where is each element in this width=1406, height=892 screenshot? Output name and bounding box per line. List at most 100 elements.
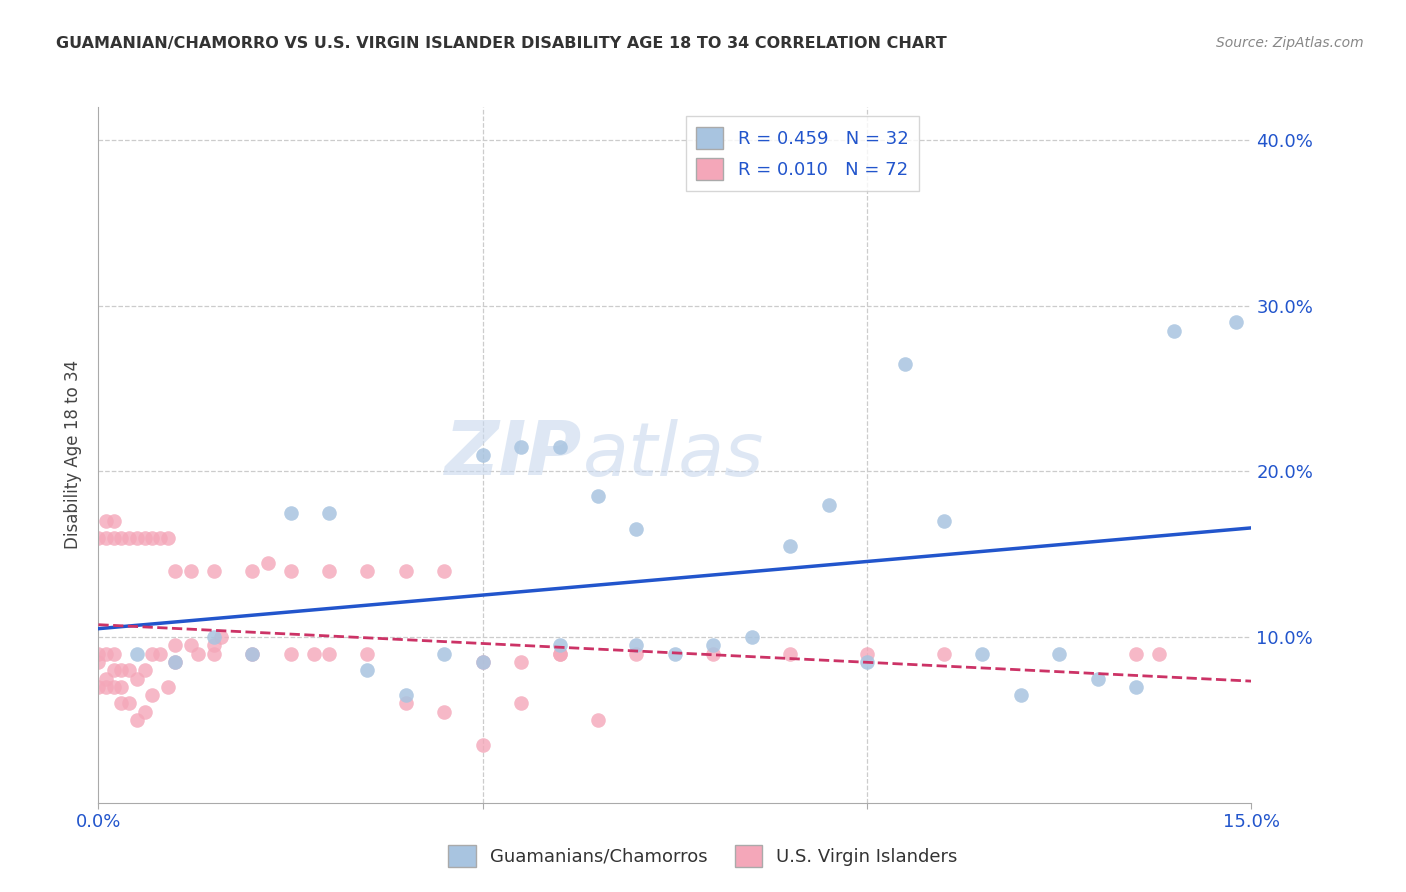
Point	[125, 713, 148, 727]
Point	[548, 639, 571, 653]
Point	[280, 647, 302, 661]
Point	[202, 647, 225, 661]
Point	[118, 531, 141, 545]
Point	[471, 738, 494, 752]
Point	[125, 531, 148, 545]
Point	[149, 531, 172, 545]
Point	[626, 523, 648, 537]
Point	[586, 489, 609, 503]
Point	[103, 680, 125, 694]
Point	[110, 663, 132, 677]
Point	[702, 639, 724, 653]
Point	[118, 663, 141, 677]
Point	[125, 672, 148, 686]
Point	[256, 556, 278, 570]
Point	[779, 539, 801, 553]
Point	[356, 663, 378, 677]
Point	[548, 440, 571, 454]
Point	[94, 531, 117, 545]
Point	[103, 514, 125, 528]
Point	[240, 564, 263, 578]
Legend: Guamanians/Chamorros, U.S. Virgin Islanders: Guamanians/Chamorros, U.S. Virgin Island…	[441, 838, 965, 874]
Point	[187, 647, 209, 661]
Point	[87, 531, 110, 545]
Point	[156, 531, 179, 545]
Point	[548, 647, 571, 661]
Point	[433, 647, 456, 661]
Point	[103, 647, 125, 661]
Text: ZIP: ZIP	[446, 418, 582, 491]
Point	[664, 647, 686, 661]
Text: GUAMANIAN/CHAMORRO VS U.S. VIRGIN ISLANDER DISABILITY AGE 18 TO 34 CORRELATION C: GUAMANIAN/CHAMORRO VS U.S. VIRGIN ISLAND…	[56, 36, 948, 51]
Point	[856, 647, 879, 661]
Point	[202, 564, 225, 578]
Point	[110, 697, 132, 711]
Point	[134, 531, 156, 545]
Point	[1225, 315, 1247, 329]
Point	[395, 697, 418, 711]
Point	[702, 647, 724, 661]
Point	[87, 655, 110, 669]
Point	[1125, 680, 1147, 694]
Point	[165, 655, 187, 669]
Point	[118, 697, 141, 711]
Point	[779, 647, 801, 661]
Point	[741, 630, 763, 644]
Point	[240, 647, 263, 661]
Point	[626, 639, 648, 653]
Point	[202, 630, 225, 644]
Point	[932, 514, 955, 528]
Point	[134, 663, 156, 677]
Point	[209, 630, 232, 644]
Point	[141, 531, 163, 545]
Point	[1147, 647, 1170, 661]
Point	[1125, 647, 1147, 661]
Point	[87, 680, 110, 694]
Point	[433, 705, 456, 719]
Point	[626, 647, 648, 661]
Point	[318, 506, 340, 520]
Point	[134, 705, 156, 719]
Point	[1010, 688, 1032, 702]
Point	[110, 680, 132, 694]
Point	[280, 506, 302, 520]
Point	[1087, 672, 1109, 686]
Point	[302, 647, 325, 661]
Point	[548, 647, 571, 661]
Point	[586, 713, 609, 727]
Point	[318, 647, 340, 661]
Point	[141, 647, 163, 661]
Point	[856, 655, 879, 669]
Point	[94, 680, 117, 694]
Point	[149, 647, 172, 661]
Point	[125, 647, 148, 661]
Point	[1047, 647, 1070, 661]
Point	[817, 498, 839, 512]
Point	[471, 448, 494, 462]
Point	[318, 564, 340, 578]
Point	[94, 514, 117, 528]
Point	[1163, 324, 1185, 338]
Text: atlas: atlas	[582, 419, 763, 491]
Point	[156, 680, 179, 694]
Point	[356, 564, 378, 578]
Point	[510, 655, 533, 669]
Point	[165, 639, 187, 653]
Text: Source: ZipAtlas.com: Source: ZipAtlas.com	[1216, 36, 1364, 50]
Point	[103, 531, 125, 545]
Point	[165, 655, 187, 669]
Point	[433, 564, 456, 578]
Point	[972, 647, 994, 661]
Legend: R = 0.459   N = 32, R = 0.010   N = 72: R = 0.459 N = 32, R = 0.010 N = 72	[686, 116, 920, 191]
Point	[356, 647, 378, 661]
Point	[94, 672, 117, 686]
Point	[180, 639, 202, 653]
Point	[180, 564, 202, 578]
Point	[110, 531, 132, 545]
Point	[510, 440, 533, 454]
Y-axis label: Disability Age 18 to 34: Disability Age 18 to 34	[65, 360, 83, 549]
Point	[395, 688, 418, 702]
Point	[87, 647, 110, 661]
Point	[103, 663, 125, 677]
Point	[202, 639, 225, 653]
